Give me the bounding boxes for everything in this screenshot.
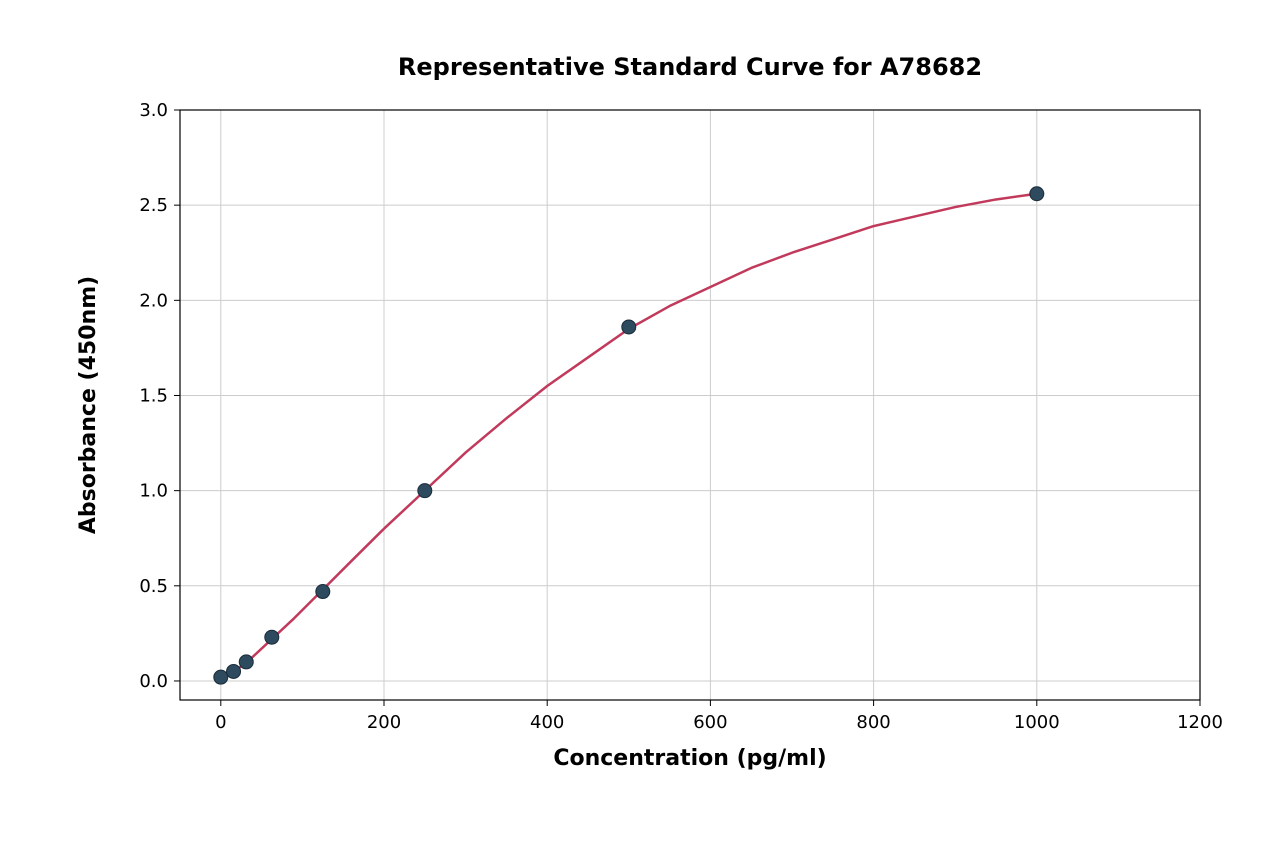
standard-curve-chart: 0 200 400 600 800 1000 1200 0.0 0.5 1.0 1.5 2.0 2.5 3… xyxy=(50,40,1230,800)
data-point xyxy=(239,655,253,669)
y-tick-label: 0.5 xyxy=(139,576,168,597)
data-point xyxy=(316,585,330,599)
x-tick-label: 800 xyxy=(856,712,890,733)
x-tick-label: 600 xyxy=(693,712,727,733)
y-tick-label: 1.5 xyxy=(139,385,168,406)
x-tick-label: 200 xyxy=(367,712,401,733)
x-tick-label: 1200 xyxy=(1177,712,1223,733)
x-axis-label: Concentration (pg/ml) xyxy=(553,746,826,771)
y-tick-label: 2.5 xyxy=(139,195,168,216)
chart-title: Representative Standard Curve for A78682 xyxy=(398,53,982,81)
data-point xyxy=(1030,187,1044,201)
x-tick-label: 400 xyxy=(530,712,564,733)
data-point xyxy=(622,320,636,334)
y-axis-label: Absorbance (450nm) xyxy=(76,276,101,534)
y-tick-label: 2.0 xyxy=(139,290,168,311)
y-tick-label: 0.0 xyxy=(139,671,168,692)
data-point xyxy=(214,670,228,684)
y-tick-label: 3.0 xyxy=(139,100,168,121)
data-point xyxy=(265,630,279,644)
data-point xyxy=(227,664,241,678)
data-point xyxy=(418,484,432,498)
y-tick-label: 1.0 xyxy=(139,481,168,502)
chart-container: 0 200 400 600 800 1000 1200 0.0 0.5 1.0 1.5 2.0 2.5 3… xyxy=(50,40,1230,800)
x-tick-label: 1000 xyxy=(1014,712,1060,733)
x-tick-label: 0 xyxy=(215,712,226,733)
